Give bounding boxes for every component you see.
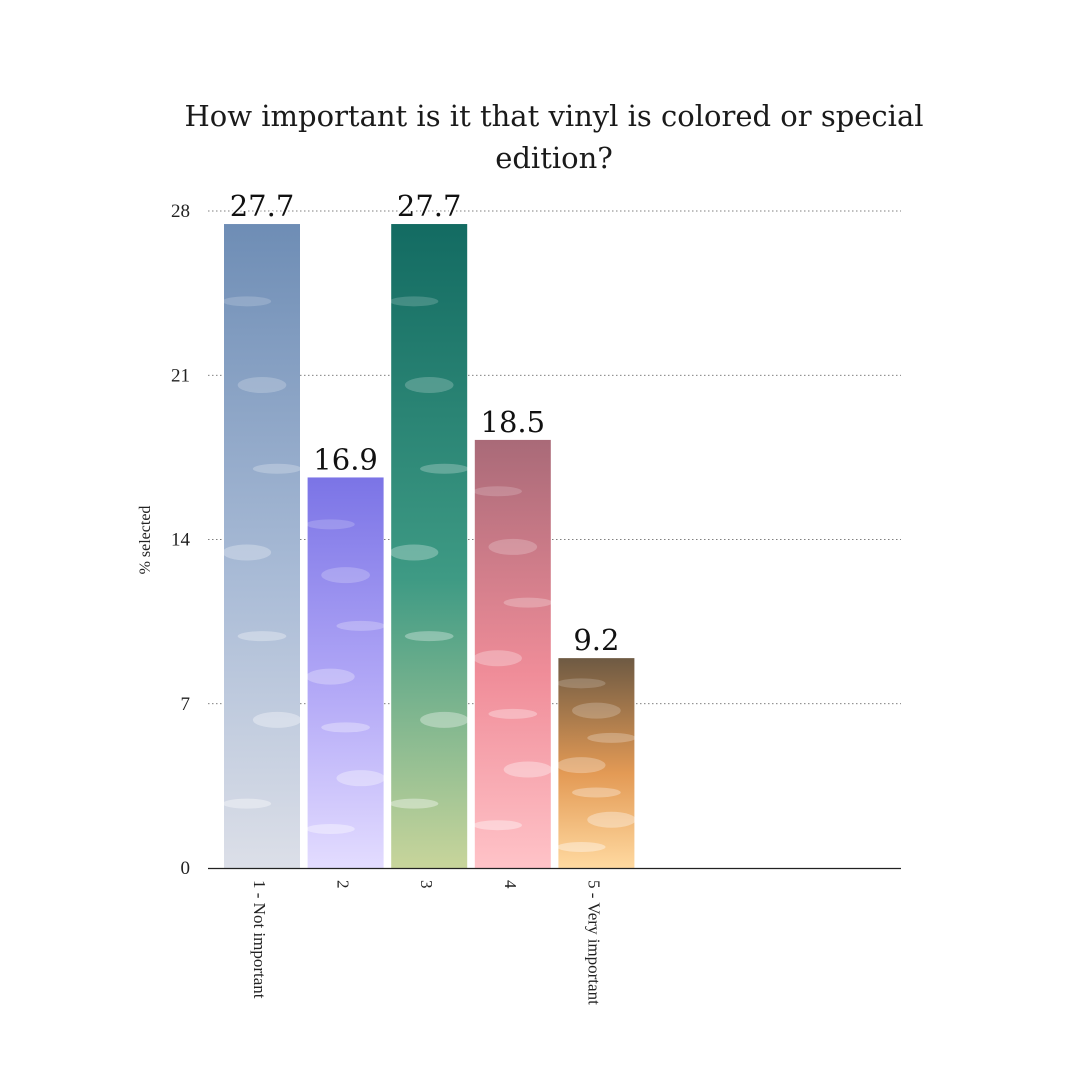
bars bbox=[222, 224, 636, 868]
bar-cloud-texture bbox=[222, 798, 272, 809]
bar-cloud-texture bbox=[556, 842, 606, 853]
bar-cloud-texture bbox=[222, 296, 272, 307]
y-tick-label: 21 bbox=[171, 365, 190, 386]
y-tick-label: 7 bbox=[181, 694, 191, 715]
y-tick-label: 14 bbox=[171, 530, 191, 551]
bar-cloud-texture bbox=[503, 597, 553, 608]
bar-cloud-texture bbox=[222, 544, 272, 561]
bar-cloud-texture bbox=[321, 567, 370, 584]
bar-cloud-texture bbox=[389, 296, 439, 307]
bar-cloud-texture bbox=[237, 377, 287, 394]
bar bbox=[307, 477, 384, 868]
data-label: 27.7 bbox=[397, 189, 462, 223]
x-category-label: 3 bbox=[417, 880, 436, 889]
bar-cloud-texture bbox=[420, 463, 469, 474]
bar-cloud-texture bbox=[336, 770, 386, 787]
bar-cloud-texture bbox=[587, 732, 636, 743]
bar bbox=[391, 224, 468, 868]
y-tick-label: 28 bbox=[171, 201, 190, 222]
bar-cloud-texture bbox=[488, 538, 538, 555]
y-axis-ticks: 0 7 14 21 28 bbox=[171, 201, 191, 879]
data-label: 18.5 bbox=[481, 405, 546, 439]
y-tick-label: 0 bbox=[181, 858, 191, 879]
bar-cloud-texture bbox=[473, 650, 522, 667]
bar-cloud-texture bbox=[473, 486, 522, 497]
bar-cloud-texture bbox=[321, 722, 370, 733]
bar-cloud-texture bbox=[572, 702, 621, 719]
bar-cloud-texture bbox=[336, 620, 386, 631]
data-label-halo: 27.7 bbox=[397, 189, 462, 223]
bar-cloud-texture bbox=[306, 668, 355, 685]
bar-cloud-texture bbox=[556, 757, 606, 774]
chart-title-line-2: edition? bbox=[495, 141, 613, 175]
bar-cloud-texture bbox=[473, 820, 522, 831]
data-label-halo: 9.2 bbox=[573, 623, 619, 657]
grid-lines bbox=[208, 210, 901, 705]
x-category-label: 2 bbox=[334, 880, 353, 889]
x-category-label: 1 - Not important bbox=[250, 880, 269, 999]
bar-cloud-texture bbox=[404, 631, 454, 642]
bar-cloud-texture bbox=[587, 811, 636, 828]
data-label: 16.9 bbox=[313, 442, 378, 476]
bar-cloud-texture bbox=[420, 711, 469, 728]
x-category-label: 4 bbox=[501, 880, 520, 889]
bar-cloud-texture bbox=[237, 631, 287, 642]
y-axis-title: % selected bbox=[137, 506, 154, 575]
data-labels: 27.727.716.916.927.727.718.518.59.29.2 bbox=[228, 187, 622, 659]
data-label-halo: 27.7 bbox=[230, 189, 295, 223]
bar-cloud-texture bbox=[503, 761, 553, 778]
chart-title-line-1: How important is it that vinyl is colore… bbox=[184, 99, 923, 133]
data-label-halo: 16.9 bbox=[313, 442, 378, 476]
data-label: 27.7 bbox=[230, 189, 295, 223]
bar-cloud-texture bbox=[488, 708, 538, 719]
bar-cloud-texture bbox=[404, 377, 454, 394]
data-label: 9.2 bbox=[573, 623, 619, 657]
bar-cloud-texture bbox=[252, 711, 302, 728]
data-label-halo: 18.5 bbox=[481, 405, 546, 439]
bar bbox=[558, 658, 635, 868]
bar-cloud-texture bbox=[306, 823, 355, 834]
bar-cloud-texture bbox=[306, 519, 355, 530]
x-axis-categories: 1 - Not important 2 3 4 5 - Very important bbox=[250, 880, 603, 1005]
bar bbox=[474, 439, 551, 868]
bar-cloud-texture bbox=[389, 544, 439, 561]
bar-cloud-texture bbox=[556, 678, 606, 689]
bar-cloud-texture bbox=[252, 463, 302, 474]
bar bbox=[224, 224, 300, 868]
x-category-label: 5 - Very important bbox=[584, 880, 603, 1005]
bar-cloud-texture bbox=[389, 798, 439, 809]
bar-cloud-texture bbox=[572, 787, 621, 798]
